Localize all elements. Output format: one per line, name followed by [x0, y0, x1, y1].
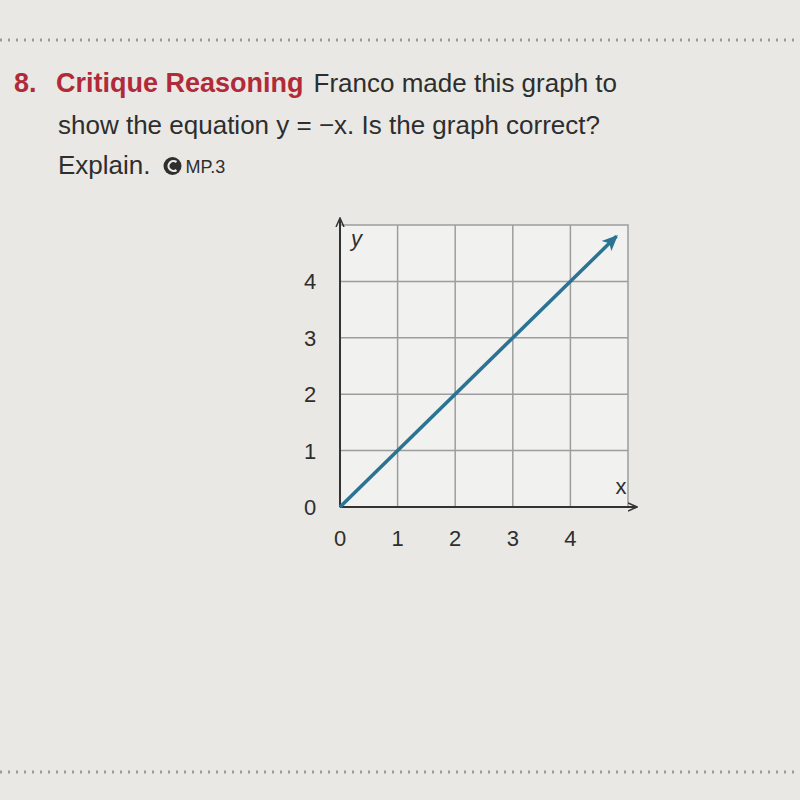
- grid-line: [340, 337, 628, 339]
- grid-line: [397, 225, 399, 507]
- problem-text: show the equation y = −x. Is the graph c…: [58, 110, 600, 140]
- y-axis-label: y: [349, 226, 364, 251]
- x-axis-label: x: [616, 474, 627, 499]
- practice-icon: [164, 157, 182, 175]
- problem-heading: Critique Reasoning: [56, 68, 304, 98]
- x-tick-label: 2: [449, 526, 461, 551]
- y-tick-label: 1: [304, 439, 316, 464]
- grid-line: [454, 225, 456, 507]
- x-tick-label: 3: [507, 526, 519, 551]
- x-tick-label: 0: [334, 526, 346, 551]
- grid-line: [340, 393, 628, 395]
- grid-line: [340, 281, 628, 283]
- separator: [0, 39, 800, 42]
- y-tick-label: 3: [304, 326, 316, 351]
- y-tick-label: 4: [304, 269, 316, 294]
- page-svg: 8. Critique Reasoning Franco made this gra…: [0, 0, 800, 800]
- grid-line: [570, 225, 572, 507]
- x-tick-label: 4: [564, 526, 576, 551]
- practice-icon: [168, 161, 176, 171]
- practice-tag: MP.3: [186, 157, 226, 177]
- plot-frame: [340, 225, 628, 507]
- paper: [0, 0, 800, 800]
- data-line: [340, 236, 616, 507]
- y-tick-label: 2: [304, 382, 316, 407]
- x-axis: [340, 506, 636, 508]
- plot-area: [340, 225, 628, 507]
- separator: [0, 771, 800, 774]
- grid-line: [512, 225, 514, 507]
- problem-number: 8.: [14, 68, 37, 98]
- x-tick-label: 1: [391, 526, 403, 551]
- grid-line: [340, 450, 628, 452]
- page: 8. Critique Reasoning Franco made this gra…: [0, 0, 800, 800]
- plot-data: [340, 236, 616, 507]
- problem-text: Explain.: [58, 150, 151, 180]
- y-axis: [339, 219, 341, 507]
- problem-text: Franco made this graph to: [314, 68, 618, 98]
- y-tick-label: 0: [304, 495, 316, 520]
